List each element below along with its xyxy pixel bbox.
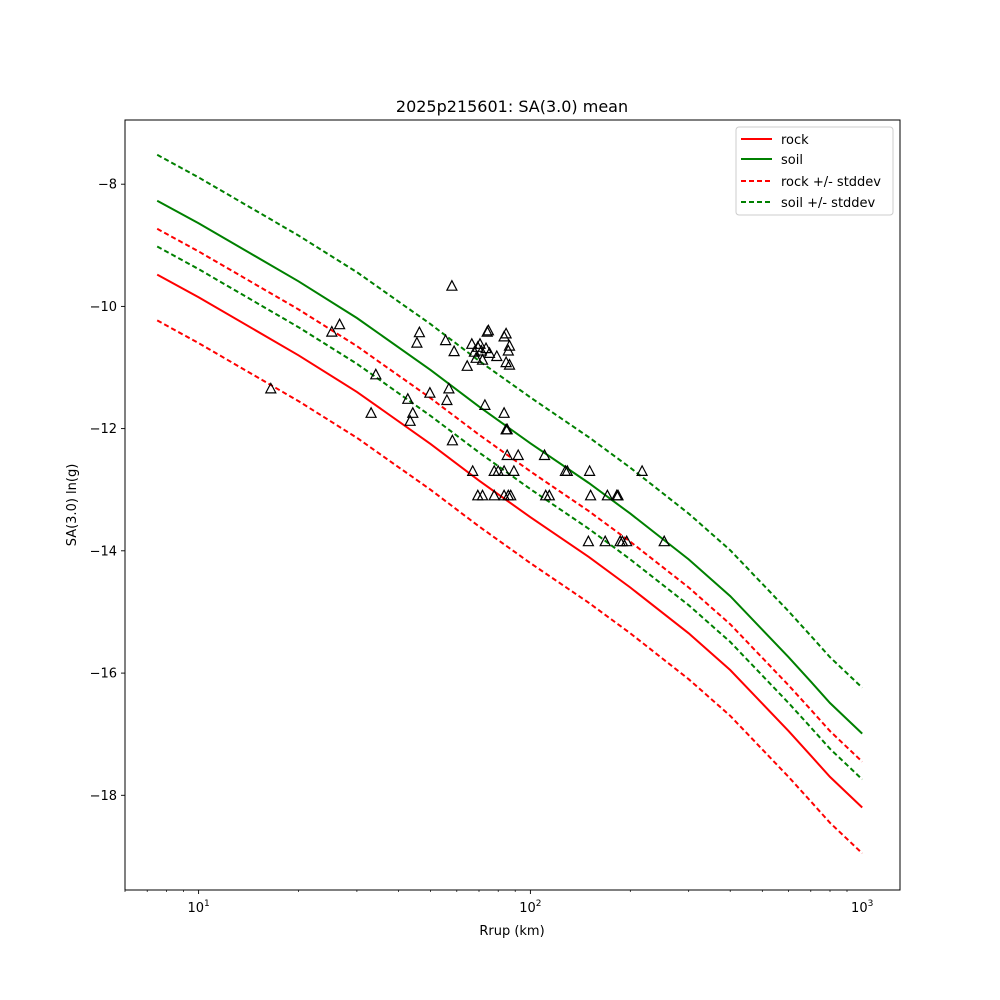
- observation-point: [482, 324, 495, 336]
- observation-point: [264, 382, 277, 394]
- y-tick-label: −10: [90, 300, 117, 315]
- series-layer: [156, 153, 863, 855]
- legend-label-soil: soil: [781, 153, 803, 168]
- observation-point: [325, 325, 338, 337]
- observation-point: [439, 333, 452, 346]
- x-axis: 101 102 103: [124, 890, 873, 916]
- plot-frame: [124, 119, 901, 891]
- observation-point: [475, 344, 488, 356]
- observation-point: [440, 393, 453, 406]
- observation-point: [543, 489, 556, 501]
- y-tick-label: −18: [90, 789, 117, 804]
- observation-point: [404, 414, 417, 426]
- observation-point: [333, 317, 346, 330]
- observation-point: [501, 448, 514, 461]
- observation-point: [466, 464, 479, 476]
- observation-point: [636, 464, 649, 476]
- observation-point: [448, 344, 461, 357]
- observation-point: [492, 464, 505, 476]
- y-tick-label: −16: [90, 667, 117, 682]
- observation-point: [504, 489, 517, 501]
- observation-point: [498, 406, 511, 418]
- observation-point: [461, 359, 474, 371]
- observation-point: [561, 464, 574, 476]
- x-tick-label: 101: [187, 899, 209, 916]
- observation-point: [507, 464, 520, 476]
- observation-point: [512, 448, 525, 461]
- observation-point: [365, 406, 378, 418]
- observation-point: [483, 346, 496, 358]
- observation-point: [470, 351, 483, 363]
- observation-point: [369, 368, 382, 380]
- observations-layer: [264, 279, 671, 547]
- legend: rock soil rock +/- stddev soil +/- stdde…: [735, 126, 894, 216]
- observation-point: [501, 423, 514, 435]
- observation-point: [584, 489, 597, 501]
- y-tick-label: −12: [90, 422, 117, 437]
- y-tick-label: −8: [98, 178, 117, 193]
- series-line-rock-0: [156, 273, 863, 809]
- observation-point: [446, 434, 459, 446]
- observation-point: [612, 489, 624, 501]
- observation-point: [410, 336, 423, 348]
- x-axis-label: Rrup (km): [479, 924, 544, 939]
- observation-point: [620, 534, 633, 547]
- observation-point: [582, 534, 595, 547]
- observation-point: [478, 398, 491, 410]
- observation-point: [658, 534, 671, 547]
- y-axis-label: SA(3.0) ln(g): [65, 464, 80, 547]
- x-tick-label: 103: [851, 899, 873, 916]
- observation-point: [480, 341, 492, 354]
- observation-point: [503, 339, 516, 351]
- observation-point: [583, 464, 596, 476]
- legend-label-rock: rock: [781, 133, 809, 148]
- y-tick-label: −14: [90, 544, 117, 559]
- observation-point: [488, 489, 501, 501]
- observation-point: [476, 353, 489, 365]
- observation-point: [465, 337, 478, 349]
- chart-title: 2025p215601: SA(3.0) mean: [396, 97, 628, 116]
- legend-label-rock-stddev: rock +/- stddev: [781, 175, 881, 190]
- observation-point: [601, 489, 614, 501]
- observation-point: [498, 464, 511, 476]
- observation-point: [490, 349, 503, 362]
- observation-point: [538, 448, 551, 461]
- observation-point: [599, 534, 612, 547]
- y-axis: −18 −16 −14 −12 −10 −8: [90, 178, 125, 804]
- observation-point: [503, 358, 516, 370]
- observation-point: [445, 279, 458, 291]
- observation-point: [423, 386, 436, 398]
- observation-point: [476, 489, 489, 501]
- series-line-soil-1: [156, 199, 863, 735]
- observation-point: [413, 325, 426, 338]
- observation-point: [442, 382, 455, 394]
- observation-point: [500, 327, 513, 339]
- legend-label-soil-stddev: soil +/- stddev: [781, 196, 876, 211]
- observation-point: [401, 392, 414, 404]
- x-tick-label: 102: [519, 899, 541, 916]
- observation-point: [406, 406, 419, 418]
- legend-box: [735, 126, 894, 216]
